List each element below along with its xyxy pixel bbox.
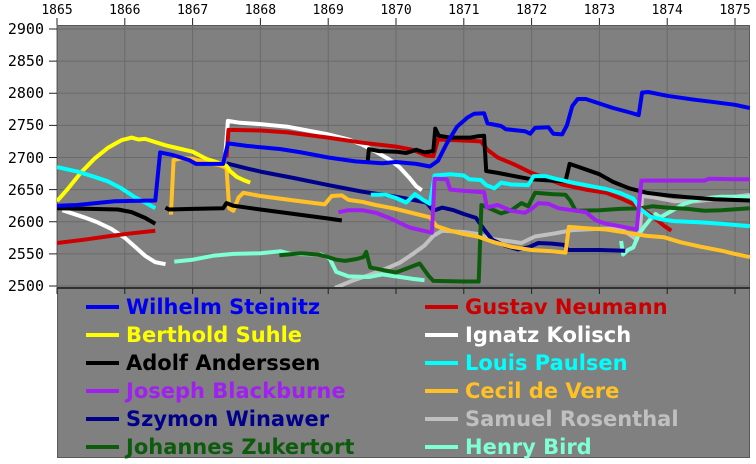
series-line-bird (174, 249, 425, 283)
legend-item-steinitz: Wilhelm Steinitz (86, 293, 354, 321)
legend-item-devere: Cecil de Vere (425, 377, 679, 405)
series-line-paulsen (370, 172, 750, 229)
legend-label: Johannes Zukertort (126, 434, 355, 459)
series-line-anderssen (164, 201, 343, 223)
legend-line-swatch (425, 333, 458, 337)
x-tick-label: 1874 (651, 3, 683, 18)
y-tick-label: 2700 (7, 148, 44, 167)
legend-column-right: Gustav Neumann Ignatz Kolisch Louis Paulse… (425, 293, 679, 461)
legend-label: Adolf Anderssen (126, 350, 321, 375)
y-tick-label: 2750 (7, 116, 44, 135)
series-line-devere (168, 156, 750, 260)
legend-label: Ignatz Kolisch (465, 322, 632, 347)
legend-label: Louis Paulsen (465, 350, 628, 375)
legend-item-zukertort: Johannes Zukertort (86, 433, 354, 461)
legend-line-swatch (425, 389, 458, 393)
legend-item-paulsen: Louis Paulsen (425, 349, 679, 377)
legend-label: Henry Bird (465, 434, 592, 459)
series-line-blackburne (338, 176, 750, 235)
legend-line-swatch (86, 305, 119, 309)
series-line-anderssen (57, 206, 157, 226)
y-tick-label: 2550 (7, 244, 44, 263)
x-tick-label: 1870 (380, 3, 412, 18)
legend-line-swatch (425, 445, 458, 449)
y-tick-label: 2800 (7, 84, 44, 103)
legend-label: Szymon Winawer (126, 406, 330, 431)
legend-line-swatch (86, 389, 119, 393)
series-line-anderssen (365, 126, 750, 203)
y-tick-label: 2500 (7, 277, 44, 295)
x-tick-label: 1867 (176, 3, 209, 18)
series-line-suhle (57, 135, 251, 203)
legend-label: Wilhelm Steinitz (126, 294, 321, 319)
y-tick-label: 2900 (7, 20, 44, 38)
legend-line-swatch (86, 417, 119, 421)
legend-line-swatch (86, 361, 119, 365)
legend-item-kolisch: Ignatz Kolisch (425, 321, 679, 349)
legend-line-swatch (425, 417, 458, 421)
series-line-rosenthal (334, 192, 750, 288)
legend-label: Joseph Blackburne (126, 378, 346, 403)
legend-line-swatch (86, 333, 119, 337)
series-line-neumann (57, 228, 156, 245)
legend-column-left: Wilhelm Steinitz Berthold Suhle Adolf Ande… (86, 293, 354, 461)
y-tick-label: 2850 (7, 52, 44, 71)
legend-line-swatch (86, 445, 119, 449)
legend-item-neumann: Gustav Neumann (425, 293, 679, 321)
x-tick-label: 1866 (109, 3, 141, 18)
x-tick-label: 1872 (515, 3, 548, 18)
x-tick-label: 1865 (41, 3, 73, 18)
legend-line-swatch (425, 361, 458, 365)
legend-label: Gustav Neumann (465, 294, 668, 319)
legend-item-winawer: Szymon Winawer (86, 405, 354, 433)
legend-label: Berthold Suhle (126, 322, 303, 347)
series-line-steinitz (57, 90, 750, 208)
series-line-winawer (226, 161, 626, 253)
legend-label: Cecil de Vere (465, 378, 620, 403)
series-line-neumann (224, 127, 673, 233)
y-tick-label: 2650 (7, 180, 44, 199)
legend-line-swatch (425, 305, 458, 309)
y-tick-label: 2600 (7, 212, 44, 231)
legend-item-blackburne: Joseph Blackburne (86, 377, 354, 405)
legend-item-bird: Henry Bird (425, 433, 679, 461)
legend-item-suhle: Berthold Suhle (86, 321, 354, 349)
series-line-kolisch (61, 208, 166, 267)
legend-item-rosenthal: Samuel Rosenthal (425, 405, 679, 433)
x-tick-label: 1873 (583, 3, 616, 18)
x-tick-label: 1871 (448, 3, 480, 18)
x-tick-label: 1875 (719, 3, 751, 18)
x-tick-label: 1869 (312, 3, 344, 18)
legend-label: Samuel Rosenthal (465, 406, 679, 431)
legend-item-anderssen: Adolf Anderssen (86, 349, 354, 377)
x-tick-label: 1868 (244, 3, 277, 18)
